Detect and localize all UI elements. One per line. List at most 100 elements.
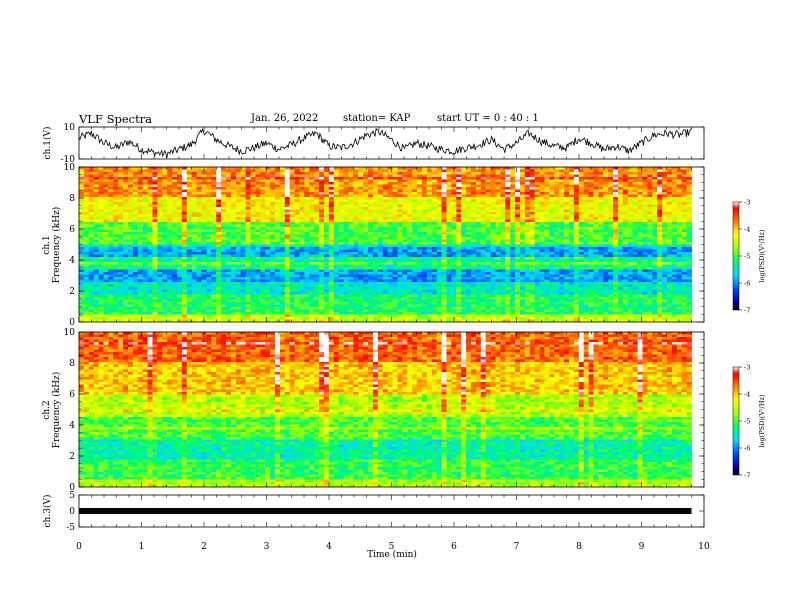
spectrogram-cell <box>358 252 364 255</box>
spectrogram-cell <box>583 234 589 238</box>
spectrogram-cell <box>471 169 477 173</box>
spectrogram-cell <box>98 204 104 208</box>
spectrogram-cell <box>524 224 531 228</box>
spectrogram-cell <box>373 167 379 170</box>
spectrogram-cell <box>475 222 482 225</box>
spectrogram-cell <box>235 264 242 268</box>
spectrogram-cell <box>588 212 594 215</box>
spectrogram-cell <box>431 167 438 170</box>
spectrogram-cell <box>235 249 242 253</box>
spectrogram-cell <box>152 167 158 170</box>
spectrogram-cell <box>456 219 462 223</box>
spectrogram-cell <box>426 197 433 200</box>
spectrogram-cell <box>657 189 663 193</box>
spectrogram-cell <box>353 224 359 228</box>
spectrogram-cell <box>260 244 266 248</box>
spectrogram-cell <box>103 207 109 210</box>
spectrogram-cell <box>373 207 379 210</box>
spectrogram-cell <box>632 209 638 213</box>
spectrogram-cell <box>221 174 227 178</box>
spectrogram-cell <box>309 254 315 258</box>
spectrogram-cell <box>652 212 658 215</box>
spectrogram-cell <box>309 257 315 260</box>
spectrogram-cell <box>333 179 340 183</box>
spectrogram-cell <box>338 262 344 265</box>
spectrogram-cell <box>485 172 491 175</box>
spectrogram-cell <box>505 257 511 260</box>
spectrogram-cell <box>436 227 442 230</box>
spectrogram-cell <box>83 179 90 183</box>
spectrogram-cell <box>108 237 114 240</box>
spectrogram-cell <box>426 169 433 173</box>
spectrogram-cell <box>333 189 340 193</box>
spectrogram-cell <box>348 182 354 185</box>
spectrogram-cell <box>603 169 609 173</box>
spectrogram-cell <box>319 174 325 178</box>
spectrogram-cell <box>186 209 193 213</box>
spectrogram-cell <box>637 259 643 263</box>
spectrogram-cell <box>250 182 256 185</box>
spectrogram-cell <box>431 239 438 243</box>
spectrogram-cell <box>485 242 491 245</box>
spectrogram-cell <box>270 264 276 268</box>
spectrogram-cell <box>524 229 531 233</box>
spectrogram-cell <box>142 234 148 238</box>
spectrogram-cell <box>270 254 276 258</box>
spectrogram-cell <box>221 252 227 255</box>
spectrogram-cell <box>412 232 418 235</box>
spectrogram-cell <box>270 172 276 175</box>
spectrogram-cell <box>343 167 349 170</box>
spectrogram-cell <box>627 232 634 235</box>
spectrogram-cell <box>108 259 114 263</box>
spectrogram-cell <box>128 252 134 255</box>
spectrogram-cell <box>613 244 619 248</box>
spectrogram-cell <box>79 229 85 233</box>
spectrogram-cell <box>485 217 491 220</box>
spectrogram-cell <box>314 192 320 195</box>
spectrogram-cell <box>392 229 398 233</box>
spectrogram-cell <box>216 184 222 188</box>
spectrogram-cell <box>103 222 109 225</box>
spectrogram-cell <box>603 172 609 175</box>
spectrogram-cell <box>569 224 575 228</box>
spectrogram-cell <box>196 242 202 245</box>
spectrogram-cell <box>632 249 638 253</box>
spectrogram-cell <box>520 219 526 223</box>
spectrogram-cell <box>422 197 428 200</box>
spectrogram-cell <box>603 182 609 185</box>
spectrogram-cell <box>152 174 158 178</box>
spectrogram-cell <box>93 222 99 225</box>
spectrogram-cell <box>578 207 585 210</box>
spectrogram-cell <box>647 254 653 258</box>
spectrogram-cell <box>309 202 315 205</box>
spectrogram-cell <box>88 169 95 173</box>
spectrogram-cell <box>79 214 85 218</box>
spectrogram-cell <box>652 224 658 228</box>
spectrogram-cell <box>196 227 202 230</box>
spectrogram-cell <box>632 262 638 265</box>
spectrogram-cell <box>671 212 678 215</box>
spectrogram-cell <box>265 182 271 185</box>
spectrogram-cell <box>348 179 354 183</box>
spectrogram-cell <box>392 264 398 268</box>
spectrogram-cell <box>196 169 202 173</box>
spectrogram-cell <box>480 209 487 213</box>
spectrogram-cell <box>108 179 114 183</box>
spectrogram-cell <box>426 179 433 183</box>
spectrogram-cell <box>255 212 261 215</box>
spectrogram-cell <box>475 244 482 248</box>
spectrogram-cell <box>338 217 344 220</box>
spectrogram-cell <box>113 227 119 230</box>
spectrogram-cell <box>235 224 242 228</box>
spectrogram-cell <box>348 242 354 245</box>
spectrogram-cell <box>103 262 109 265</box>
spectrogram-cell <box>637 249 643 253</box>
spectrogram-cell <box>662 184 668 188</box>
spectrogram-cell <box>299 217 305 220</box>
spectrogram-cell <box>549 249 555 253</box>
spectrogram-cell <box>554 252 560 255</box>
spectrogram-cell <box>402 169 408 173</box>
spectrogram-cell <box>128 247 134 250</box>
spectrogram-cell <box>622 247 629 250</box>
spectrogram-cell <box>235 189 242 193</box>
